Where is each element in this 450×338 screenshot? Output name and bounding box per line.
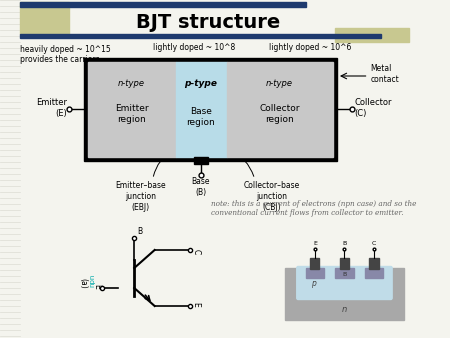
- Text: n-type: n-type: [266, 79, 293, 89]
- Text: B: B: [137, 227, 142, 236]
- Bar: [335, 268, 354, 278]
- Bar: [365, 268, 383, 278]
- Bar: [285, 268, 404, 320]
- Bar: [194, 157, 208, 164]
- Text: p: p: [310, 279, 315, 288]
- FancyBboxPatch shape: [297, 266, 392, 299]
- Text: n: n: [342, 306, 347, 314]
- Bar: [84, 58, 337, 161]
- Text: Metal
contact: Metal contact: [370, 64, 399, 84]
- Text: Emitter
(E): Emitter (E): [36, 98, 67, 118]
- Text: n-type: n-type: [118, 79, 145, 89]
- Text: Emitter–base
junction
(EBJ): Emitter–base junction (EBJ): [116, 181, 166, 212]
- Bar: [20, 34, 382, 38]
- Text: E: E: [313, 241, 317, 246]
- Bar: [227, 62, 333, 157]
- Text: heavily doped ~ 10^15
provides the carriers: heavily doped ~ 10^15 provides the carri…: [20, 45, 111, 65]
- Text: Collector–base
junction
(CBJ): Collector–base junction (CBJ): [243, 181, 299, 212]
- Text: p-type: p-type: [184, 79, 217, 89]
- Bar: [20, 2, 306, 7]
- Bar: [310, 258, 319, 269]
- Text: C: C: [192, 249, 201, 255]
- Bar: [306, 268, 324, 278]
- Text: E: E: [192, 301, 201, 306]
- Text: (a): (a): [79, 277, 88, 288]
- Text: npn: npn: [90, 273, 95, 287]
- Text: C: C: [372, 241, 376, 246]
- Text: Collector
(C): Collector (C): [355, 98, 392, 118]
- Text: note: this is a current of electrons (npn case) and so the
conventional current : note: this is a current of electrons (np…: [211, 200, 417, 217]
- Text: lightly doped ~ 10^8: lightly doped ~ 10^8: [153, 43, 235, 52]
- Text: B: B: [342, 241, 346, 246]
- Text: Emitter
region: Emitter region: [115, 104, 148, 124]
- Text: Collector
region: Collector region: [259, 104, 300, 124]
- Text: E: E: [92, 284, 101, 288]
- Text: Base
(B): Base (B): [192, 177, 210, 197]
- Bar: [176, 62, 227, 157]
- Text: B: B: [342, 272, 346, 277]
- Text: lightly doped ~ 10^6: lightly doped ~ 10^6: [269, 43, 351, 52]
- Bar: [369, 258, 379, 269]
- Bar: [340, 258, 349, 269]
- Text: BJT structure: BJT structure: [136, 13, 280, 31]
- Bar: [88, 62, 176, 157]
- Bar: [335, 28, 409, 42]
- Bar: [20, 2, 68, 34]
- Text: Base
region: Base region: [187, 106, 215, 127]
